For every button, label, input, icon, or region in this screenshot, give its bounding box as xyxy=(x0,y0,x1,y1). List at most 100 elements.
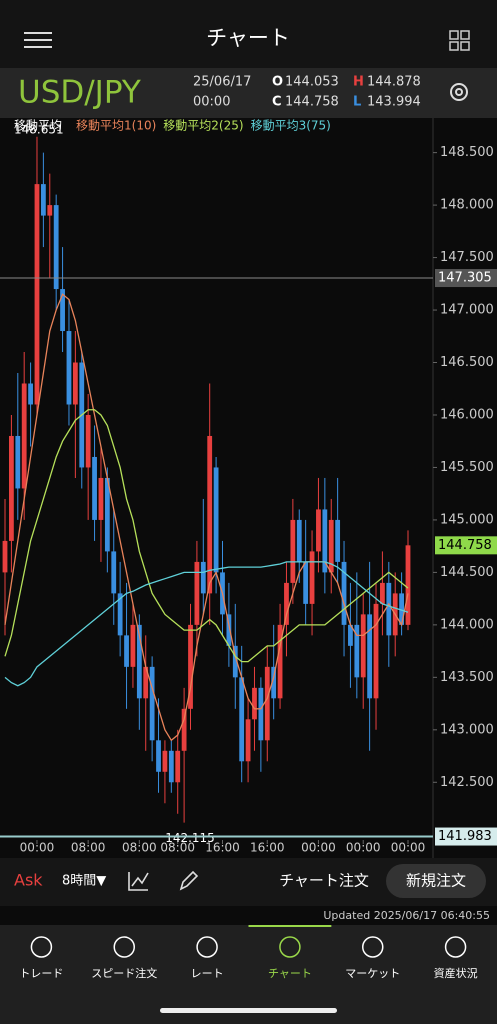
candle-body xyxy=(15,435,21,489)
x-tick-label: 00:00 xyxy=(391,841,426,855)
candle-body xyxy=(53,205,59,290)
candle-body xyxy=(175,750,181,783)
y-tick-label: 145.500 xyxy=(440,460,494,475)
y-tick-label: 148.000 xyxy=(440,198,494,213)
nav-item[interactable]: マーケット xyxy=(345,967,400,980)
candle-body xyxy=(296,519,302,562)
candle-body xyxy=(124,635,129,667)
pair[interactable]: USD/JPY xyxy=(18,75,141,111)
candle-body xyxy=(290,519,296,583)
nav-item[interactable]: トレード xyxy=(19,967,63,980)
candle-body xyxy=(322,509,328,573)
y-tick-label: 144.500 xyxy=(440,565,494,580)
y-tick-label: 148.500 xyxy=(440,145,494,160)
candle-body xyxy=(40,184,46,216)
updated-time: Updated 2025/06/17 06:40:55 xyxy=(323,909,490,922)
candle-body xyxy=(207,435,213,594)
nav-icon[interactable] xyxy=(444,936,467,958)
quote-bar xyxy=(0,68,497,118)
nav-icon[interactable] xyxy=(113,936,135,958)
x-tick-label: 08:00 xyxy=(122,841,157,855)
candle-body xyxy=(47,205,53,216)
candle-body xyxy=(21,383,27,489)
candle-body xyxy=(348,624,353,646)
active-indicator xyxy=(248,925,332,927)
candle-body xyxy=(162,750,168,772)
nav-icon[interactable] xyxy=(196,936,218,958)
high-label: H xyxy=(353,75,364,90)
candle-body xyxy=(264,666,270,741)
crosshair-tag xyxy=(435,269,497,288)
x-tick-label: 08:00 xyxy=(160,841,195,855)
candle-body xyxy=(360,614,366,678)
candle-body xyxy=(143,666,149,699)
candle-body xyxy=(354,624,360,678)
bottom-nav xyxy=(0,925,497,1024)
draw-button[interactable] xyxy=(179,870,199,891)
candle-body xyxy=(168,750,174,783)
candle-body xyxy=(328,519,334,573)
candle-body xyxy=(72,362,78,405)
candle-body xyxy=(245,719,251,762)
x-tick-label: 00:00 xyxy=(346,841,381,855)
nav-icon[interactable] xyxy=(279,936,301,958)
legend-entry: 移動平均3(75) xyxy=(251,119,331,133)
nav-item[interactable]: 資産状況 xyxy=(434,966,478,980)
y-tick-label: 144.000 xyxy=(440,617,494,632)
y-tick-label: 143.500 xyxy=(440,670,494,685)
open-label: O xyxy=(272,75,283,90)
nav-item[interactable]: スピード注文 xyxy=(91,966,157,980)
new-order-button[interactable]: 新規注文 xyxy=(406,872,466,890)
candle-body xyxy=(367,614,373,699)
candle-body xyxy=(405,545,411,625)
chart-order-button[interactable]: チャート注文 xyxy=(279,872,369,890)
candle-body xyxy=(271,666,277,699)
side-toggle[interactable]: Ask xyxy=(14,871,43,890)
y-tick-label: 147.500 xyxy=(440,250,494,265)
candle-body xyxy=(92,456,97,520)
moving-average-line xyxy=(4,409,409,663)
candle-body xyxy=(380,582,385,604)
candle-body xyxy=(386,582,392,636)
interval-select[interactable]: 8時間▼ xyxy=(62,874,106,889)
close-label: C xyxy=(272,95,282,110)
nav-icon[interactable] xyxy=(30,936,53,958)
candle-body xyxy=(341,561,347,625)
menu-button[interactable] xyxy=(24,32,52,48)
candle-body xyxy=(194,561,200,625)
nav-item[interactable]: レート xyxy=(191,967,224,980)
nav-item[interactable]: チャート xyxy=(268,967,312,980)
low-label: L xyxy=(353,95,361,110)
new-order-bg[interactable] xyxy=(386,864,486,898)
candle-body xyxy=(111,551,117,594)
last-price-tag xyxy=(435,536,497,555)
indicator-button[interactable] xyxy=(128,872,149,891)
candle-body xyxy=(277,624,283,699)
home-indicator xyxy=(160,1008,337,1013)
layout-button[interactable] xyxy=(449,30,470,51)
candle-body xyxy=(200,561,206,594)
candle-body xyxy=(213,467,219,573)
candle-body xyxy=(309,551,315,604)
moving-average-line xyxy=(4,293,409,742)
candle-body xyxy=(85,414,91,468)
candle-body xyxy=(130,624,136,667)
candle-body xyxy=(373,603,379,699)
close-value: 144.758 xyxy=(285,95,339,110)
candle-body xyxy=(60,289,65,332)
y-tick-label: 143.000 xyxy=(440,722,494,737)
nav-icon[interactable] xyxy=(362,936,384,958)
y-tick-label: 147.000 xyxy=(440,303,494,318)
settings-button[interactable] xyxy=(450,83,468,101)
x-tick-label: 00:00 xyxy=(301,841,336,855)
candle-body xyxy=(284,582,289,625)
screen-title: チャート xyxy=(206,26,290,50)
candle-body xyxy=(104,477,110,552)
last-price-label: 144.758 xyxy=(438,538,492,553)
y-tick-label: 142.500 xyxy=(440,775,494,790)
candle-body xyxy=(239,677,245,762)
y-tick-label: 146.000 xyxy=(440,407,494,422)
candle-body xyxy=(98,477,104,520)
